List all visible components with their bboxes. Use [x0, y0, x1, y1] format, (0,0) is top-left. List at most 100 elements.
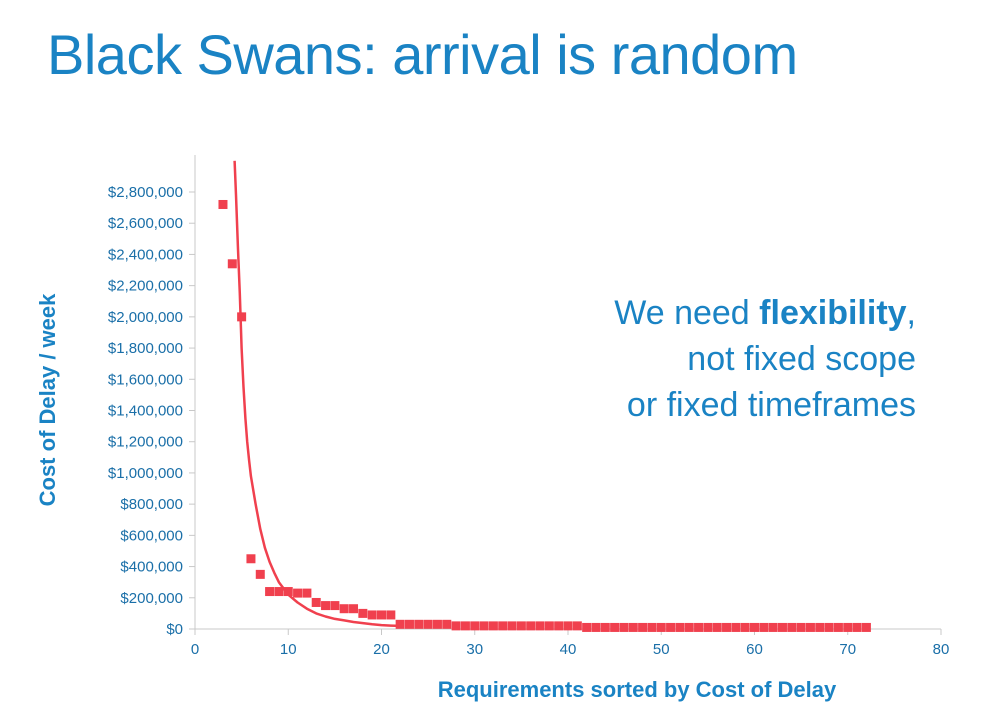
x-axis-ticks: 0 10 20 30 40 50 60 70 80	[191, 629, 950, 658]
x-tick-label: 50	[653, 641, 670, 658]
data-point	[349, 604, 359, 614]
data-point	[470, 621, 480, 631]
x-tick-label: 0	[191, 641, 199, 658]
data-point	[246, 554, 256, 564]
x-tick-label: 30	[466, 641, 483, 658]
data-point	[694, 622, 704, 632]
data-point	[572, 621, 582, 631]
data-point	[656, 622, 666, 632]
data-point	[311, 597, 321, 607]
data-point	[414, 619, 424, 629]
callout-bold: flexibility	[759, 294, 907, 332]
data-point	[638, 622, 648, 632]
data-point	[750, 622, 759, 632]
data-point	[535, 621, 545, 631]
x-tick-label: 10	[280, 641, 297, 658]
data-point	[759, 622, 769, 632]
data-point	[833, 622, 843, 632]
data-point	[339, 604, 349, 614]
data-point	[582, 622, 592, 632]
data-point	[265, 587, 275, 597]
data-point	[843, 622, 853, 632]
callout-line-2: not fixed scope	[687, 340, 916, 378]
data-point	[442, 619, 452, 629]
y-tick-label: $2,600,000	[108, 215, 183, 232]
data-point	[498, 621, 508, 631]
y-tick-label: $600,000	[120, 527, 183, 544]
data-point	[451, 621, 461, 631]
data-point	[852, 622, 862, 632]
data-point	[684, 622, 694, 632]
data-point	[330, 601, 340, 611]
data-point	[805, 622, 815, 632]
data-point	[516, 621, 526, 631]
y-tick-label: $2,800,000	[108, 184, 183, 201]
data-point	[554, 621, 564, 631]
data-point	[358, 608, 368, 618]
y-tick-label: $1,800,000	[108, 340, 183, 357]
callout-line-1: We need flexibility,	[614, 290, 916, 336]
data-point	[302, 588, 312, 598]
y-axis-ticks: $0 $200,000 $400,000 $600,000 $800,000 $1,000…	[108, 184, 195, 638]
data-point	[787, 622, 797, 632]
data-point	[666, 622, 676, 632]
data-point	[526, 621, 536, 631]
x-tick-label: 80	[933, 641, 950, 658]
data-point	[423, 619, 433, 629]
data-point	[600, 622, 610, 632]
data-point	[227, 259, 237, 269]
x-axis-title: Requirements sorted by Cost of Delay	[438, 677, 837, 702]
slide-title: Black Swans: arrival is random	[47, 23, 798, 86]
data-point	[628, 622, 638, 632]
data-point	[507, 621, 517, 631]
data-point	[777, 622, 787, 632]
y-tick-label: $1,000,000	[108, 465, 183, 482]
data-point	[712, 622, 722, 632]
y-tick-label: $1,200,000	[108, 434, 183, 451]
data-point	[796, 622, 806, 632]
data-point	[591, 622, 601, 632]
data-point	[377, 610, 386, 620]
data-point	[740, 622, 750, 632]
data-point	[610, 622, 620, 632]
data-point	[815, 622, 825, 632]
data-point	[544, 621, 554, 631]
y-tick-label: $800,000	[120, 496, 183, 513]
data-point	[432, 619, 442, 629]
series-group	[218, 160, 871, 632]
data-point	[563, 621, 573, 631]
data-point	[479, 621, 489, 631]
y-tick-label: $1,600,000	[108, 371, 183, 388]
y-tick-label: $200,000	[120, 590, 183, 607]
trend-line	[233, 160, 401, 628]
x-tick-label: 20	[373, 641, 390, 658]
data-point	[488, 621, 498, 631]
data-point	[218, 199, 228, 209]
data-point	[647, 622, 657, 632]
data-point	[861, 622, 871, 632]
data-point	[293, 588, 303, 598]
data-point	[395, 619, 405, 629]
y-tick-label: $2,200,000	[108, 278, 183, 295]
data-point	[321, 601, 331, 611]
data-point	[460, 621, 470, 631]
data-point	[768, 622, 778, 632]
data-point	[703, 622, 713, 632]
data-point	[237, 312, 247, 322]
data-point	[386, 610, 396, 620]
data-point	[274, 587, 284, 597]
y-tick-label: $1,400,000	[108, 403, 183, 420]
data-point	[675, 622, 685, 632]
data-point	[404, 619, 414, 629]
x-tick-label: 60	[746, 641, 763, 658]
callout-pre: We need	[614, 294, 760, 332]
data-point	[731, 622, 741, 632]
callout-text: We need flexibility, not fixed scope or …	[614, 290, 916, 428]
y-tick-label: $2,400,000	[108, 246, 183, 263]
callout-post: ,	[906, 294, 916, 332]
callout-line-3: or fixed timeframes	[626, 386, 916, 424]
y-tick-label: $2,000,000	[108, 309, 183, 326]
data-point	[619, 622, 629, 632]
y-tick-label: $400,000	[120, 559, 183, 576]
